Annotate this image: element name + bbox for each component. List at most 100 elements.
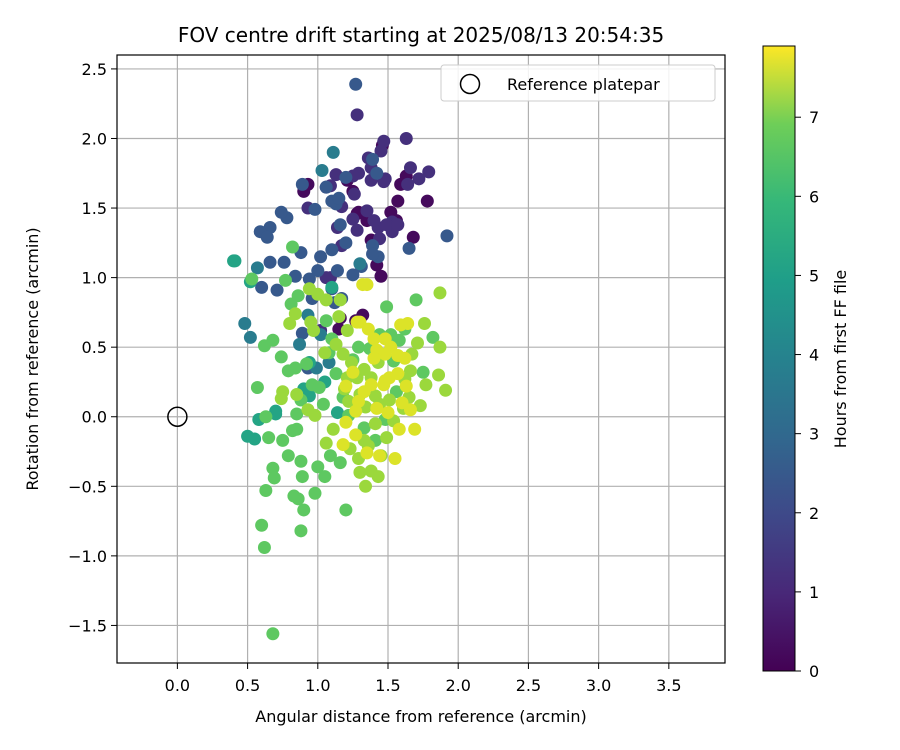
data-point xyxy=(336,438,350,452)
data-point xyxy=(308,408,322,422)
reference-platepar-point xyxy=(167,406,188,427)
data-point xyxy=(332,310,346,324)
colorbar-ticks: 0 1 2 3 4 5 6 7 xyxy=(795,108,819,681)
data-point xyxy=(413,399,427,413)
y-tick-label: 0.5 xyxy=(82,338,107,357)
data-point xyxy=(297,503,311,517)
data-point xyxy=(361,322,375,336)
data-point xyxy=(349,428,363,442)
data-point xyxy=(410,336,424,350)
y-axis-ticks: −1.5 −1.0 −0.5 0.0 0.5 1.0 1.5 2.0 2.5 xyxy=(68,60,117,635)
data-point xyxy=(380,218,394,232)
data-point xyxy=(238,317,252,331)
data-point xyxy=(283,317,297,331)
data-point xyxy=(350,108,364,122)
data-point xyxy=(263,221,277,235)
data-point xyxy=(267,471,281,485)
data-point xyxy=(325,280,339,294)
data-point xyxy=(293,337,307,351)
data-point xyxy=(353,465,367,479)
data-point xyxy=(325,243,339,257)
data-point xyxy=(367,214,381,228)
data-point xyxy=(262,431,276,445)
data-point xyxy=(311,264,325,278)
data-point xyxy=(270,283,284,297)
colorbar-tick-label: 3 xyxy=(809,425,819,444)
x-tick-label: 3.5 xyxy=(656,676,681,695)
data-point xyxy=(350,223,364,237)
x-axis-label: Angular distance from reference (arcmin) xyxy=(255,707,586,726)
data-point xyxy=(360,204,374,218)
colorbar-tick-label: 5 xyxy=(809,266,819,285)
y-tick-label: 2.0 xyxy=(82,129,107,148)
data-point xyxy=(346,212,360,226)
legend-entry-reference-platepar: Reference platepar xyxy=(507,75,660,94)
data-point xyxy=(418,317,432,331)
data-point xyxy=(398,351,412,365)
data-point xyxy=(377,134,391,148)
data-point xyxy=(260,230,274,244)
data-point xyxy=(419,378,433,392)
data-point xyxy=(381,406,395,420)
data-point xyxy=(359,479,373,493)
data-point xyxy=(395,396,409,410)
data-point xyxy=(291,289,305,303)
data-point xyxy=(288,269,302,283)
data-point xyxy=(399,131,413,145)
chart-title: FOV centre drift starting at 2025/08/13 … xyxy=(178,23,664,47)
data-point xyxy=(269,407,283,421)
data-point xyxy=(259,410,273,424)
data-point xyxy=(344,355,358,369)
data-point xyxy=(378,374,392,388)
x-axis-ticks: 0.0 0.5 1.0 1.5 2.0 2.5 3.0 3.5 xyxy=(165,663,682,695)
data-point xyxy=(373,449,387,463)
data-point xyxy=(391,367,405,381)
data-point xyxy=(295,177,309,191)
data-point xyxy=(346,365,360,379)
data-point xyxy=(308,486,322,500)
data-point xyxy=(426,330,440,344)
data-point xyxy=(257,541,271,555)
data-point xyxy=(339,415,353,429)
data-point xyxy=(255,518,269,532)
data-point xyxy=(266,627,280,641)
data-points xyxy=(227,77,454,641)
data-point xyxy=(263,255,277,269)
data-point xyxy=(439,383,453,397)
data-point xyxy=(368,417,382,431)
data-point xyxy=(329,367,343,381)
y-tick-label: 1.5 xyxy=(82,199,107,218)
data-point xyxy=(330,264,344,278)
y-tick-label: 0.0 xyxy=(82,408,107,427)
data-point xyxy=(308,202,322,216)
data-point xyxy=(295,326,309,340)
data-point xyxy=(302,272,316,286)
data-point xyxy=(371,470,385,484)
data-point xyxy=(333,456,347,470)
data-point xyxy=(288,361,302,375)
data-point xyxy=(259,483,273,497)
x-tick-label: 1.0 xyxy=(305,676,330,695)
data-point xyxy=(380,300,394,314)
colorbar-tick-label: 1 xyxy=(809,583,819,602)
data-point xyxy=(403,364,417,378)
data-point xyxy=(370,166,384,180)
data-point xyxy=(290,387,304,401)
data-point xyxy=(349,77,363,91)
data-point xyxy=(255,280,269,294)
data-point xyxy=(391,218,405,232)
y-axis-label: Rotation from reference (arcmin) xyxy=(23,227,42,490)
data-point xyxy=(245,272,259,286)
colorbar-tick-label: 2 xyxy=(809,504,819,523)
data-point xyxy=(323,449,337,463)
data-point xyxy=(329,168,343,182)
data-point xyxy=(333,293,347,307)
data-point xyxy=(374,269,388,283)
legend-box xyxy=(440,64,716,102)
data-point xyxy=(304,315,318,329)
data-point xyxy=(412,172,426,186)
data-point xyxy=(366,152,380,166)
x-tick-label: 0.5 xyxy=(235,676,260,695)
data-point xyxy=(287,489,301,503)
data-point xyxy=(266,461,280,475)
